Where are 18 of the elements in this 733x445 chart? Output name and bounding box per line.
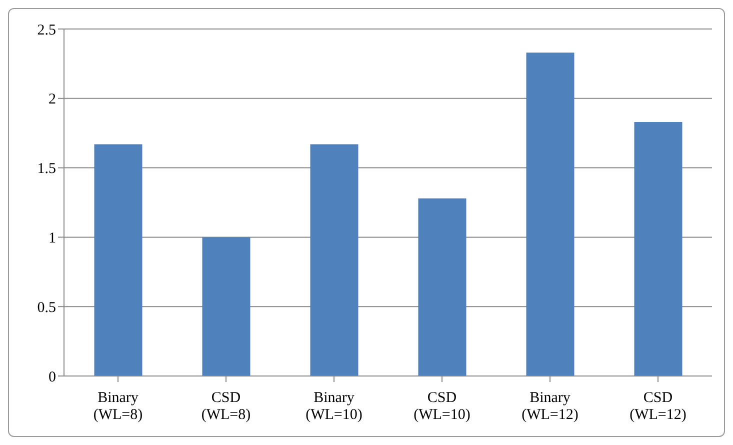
x-tick-label: CSD (WL=8) <box>201 390 251 423</box>
bar <box>202 237 250 376</box>
bar <box>526 52 574 376</box>
y-tick-label: 0.5 <box>37 300 56 316</box>
x-tick-label: Binary (WL=12) <box>522 390 578 423</box>
y-tick-label: 2.5 <box>37 22 56 38</box>
y-tick-label: 2 <box>48 92 56 108</box>
y-tick-label: 1.5 <box>37 161 56 178</box>
bar <box>418 198 466 376</box>
y-tick-label: 1 <box>48 230 56 247</box>
x-tick-label: CSD (WL=12) <box>630 390 686 423</box>
bar <box>94 144 142 376</box>
x-tick-label: CSD (WL=10) <box>414 390 470 423</box>
bar <box>634 122 682 376</box>
y-tick-label: 0 <box>48 369 56 386</box>
x-tick-label: Binary (WL=8) <box>93 390 143 423</box>
x-tick-label: Binary (WL=10) <box>306 390 362 423</box>
bar <box>310 144 358 376</box>
